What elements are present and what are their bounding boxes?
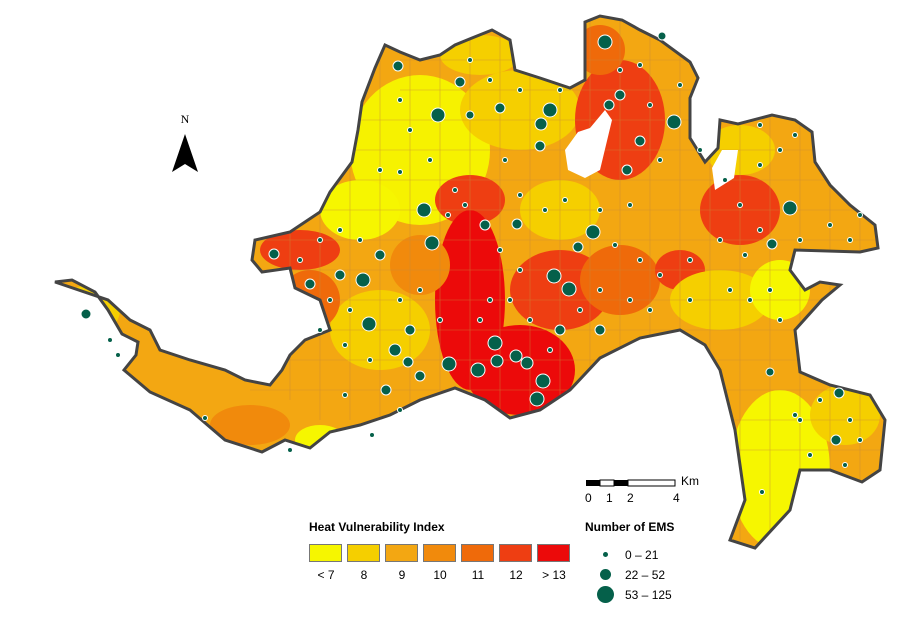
hvi-label: 10 bbox=[433, 568, 447, 582]
scale-bar: Km 0 1 2 4 bbox=[585, 474, 715, 508]
hvi-label: < 7 bbox=[317, 568, 335, 582]
scale-bar-graphic bbox=[586, 479, 676, 487]
park-hole-east bbox=[712, 150, 738, 190]
scale-tick: 2 bbox=[627, 491, 634, 505]
scale-tick: 0 bbox=[585, 491, 592, 505]
hvi-swatch bbox=[537, 544, 570, 562]
ems-legend-title: Number of EMS bbox=[585, 520, 675, 534]
north-arrow-icon bbox=[172, 134, 198, 172]
hvi-label: 8 bbox=[360, 568, 368, 582]
hvi-legend-title: Heat Vulnerability Index bbox=[309, 520, 445, 534]
ems-legend-row: 53 – 125 bbox=[585, 586, 715, 606]
ems-medium-dot-icon bbox=[600, 569, 611, 580]
scale-unit: Km bbox=[681, 474, 699, 488]
north-label: N bbox=[180, 112, 190, 126]
scale-tick: 4 bbox=[673, 491, 680, 505]
hvi-swatch bbox=[461, 544, 494, 562]
ems-legend-label: 53 – 125 bbox=[625, 588, 672, 602]
ems-small-dot-icon bbox=[603, 552, 608, 557]
ems-legend-label: 0 – 21 bbox=[625, 548, 659, 562]
hvi-swatch bbox=[385, 544, 418, 562]
hvi-label: 9 bbox=[398, 568, 406, 582]
ems-legend-label: 22 – 52 bbox=[625, 568, 666, 582]
park-hole bbox=[565, 110, 612, 178]
ems-legend: Number of EMS 0 – 21 22 – 52 53 – 125 bbox=[585, 520, 715, 610]
hvi-swatch bbox=[347, 544, 380, 562]
ems-legend-row: 0 – 21 bbox=[585, 546, 715, 566]
hvi-swatch bbox=[423, 544, 456, 562]
ems-large-dot-icon bbox=[597, 586, 614, 603]
north-arrow: N bbox=[168, 112, 202, 176]
hvi-label: > 13 bbox=[542, 568, 566, 582]
hvi-label: 12 bbox=[509, 568, 523, 582]
hvi-swatch bbox=[499, 544, 532, 562]
hvi-swatch bbox=[309, 544, 342, 562]
ems-legend-row: 22 – 52 bbox=[585, 566, 715, 586]
hvi-legend: Heat Vulnerability Index < 7 8 9 10 11 12 > 13 bbox=[309, 520, 581, 590]
scale-tick: 1 bbox=[606, 491, 613, 505]
hvi-label: 11 bbox=[471, 568, 485, 582]
ems-points bbox=[80, 31, 863, 495]
